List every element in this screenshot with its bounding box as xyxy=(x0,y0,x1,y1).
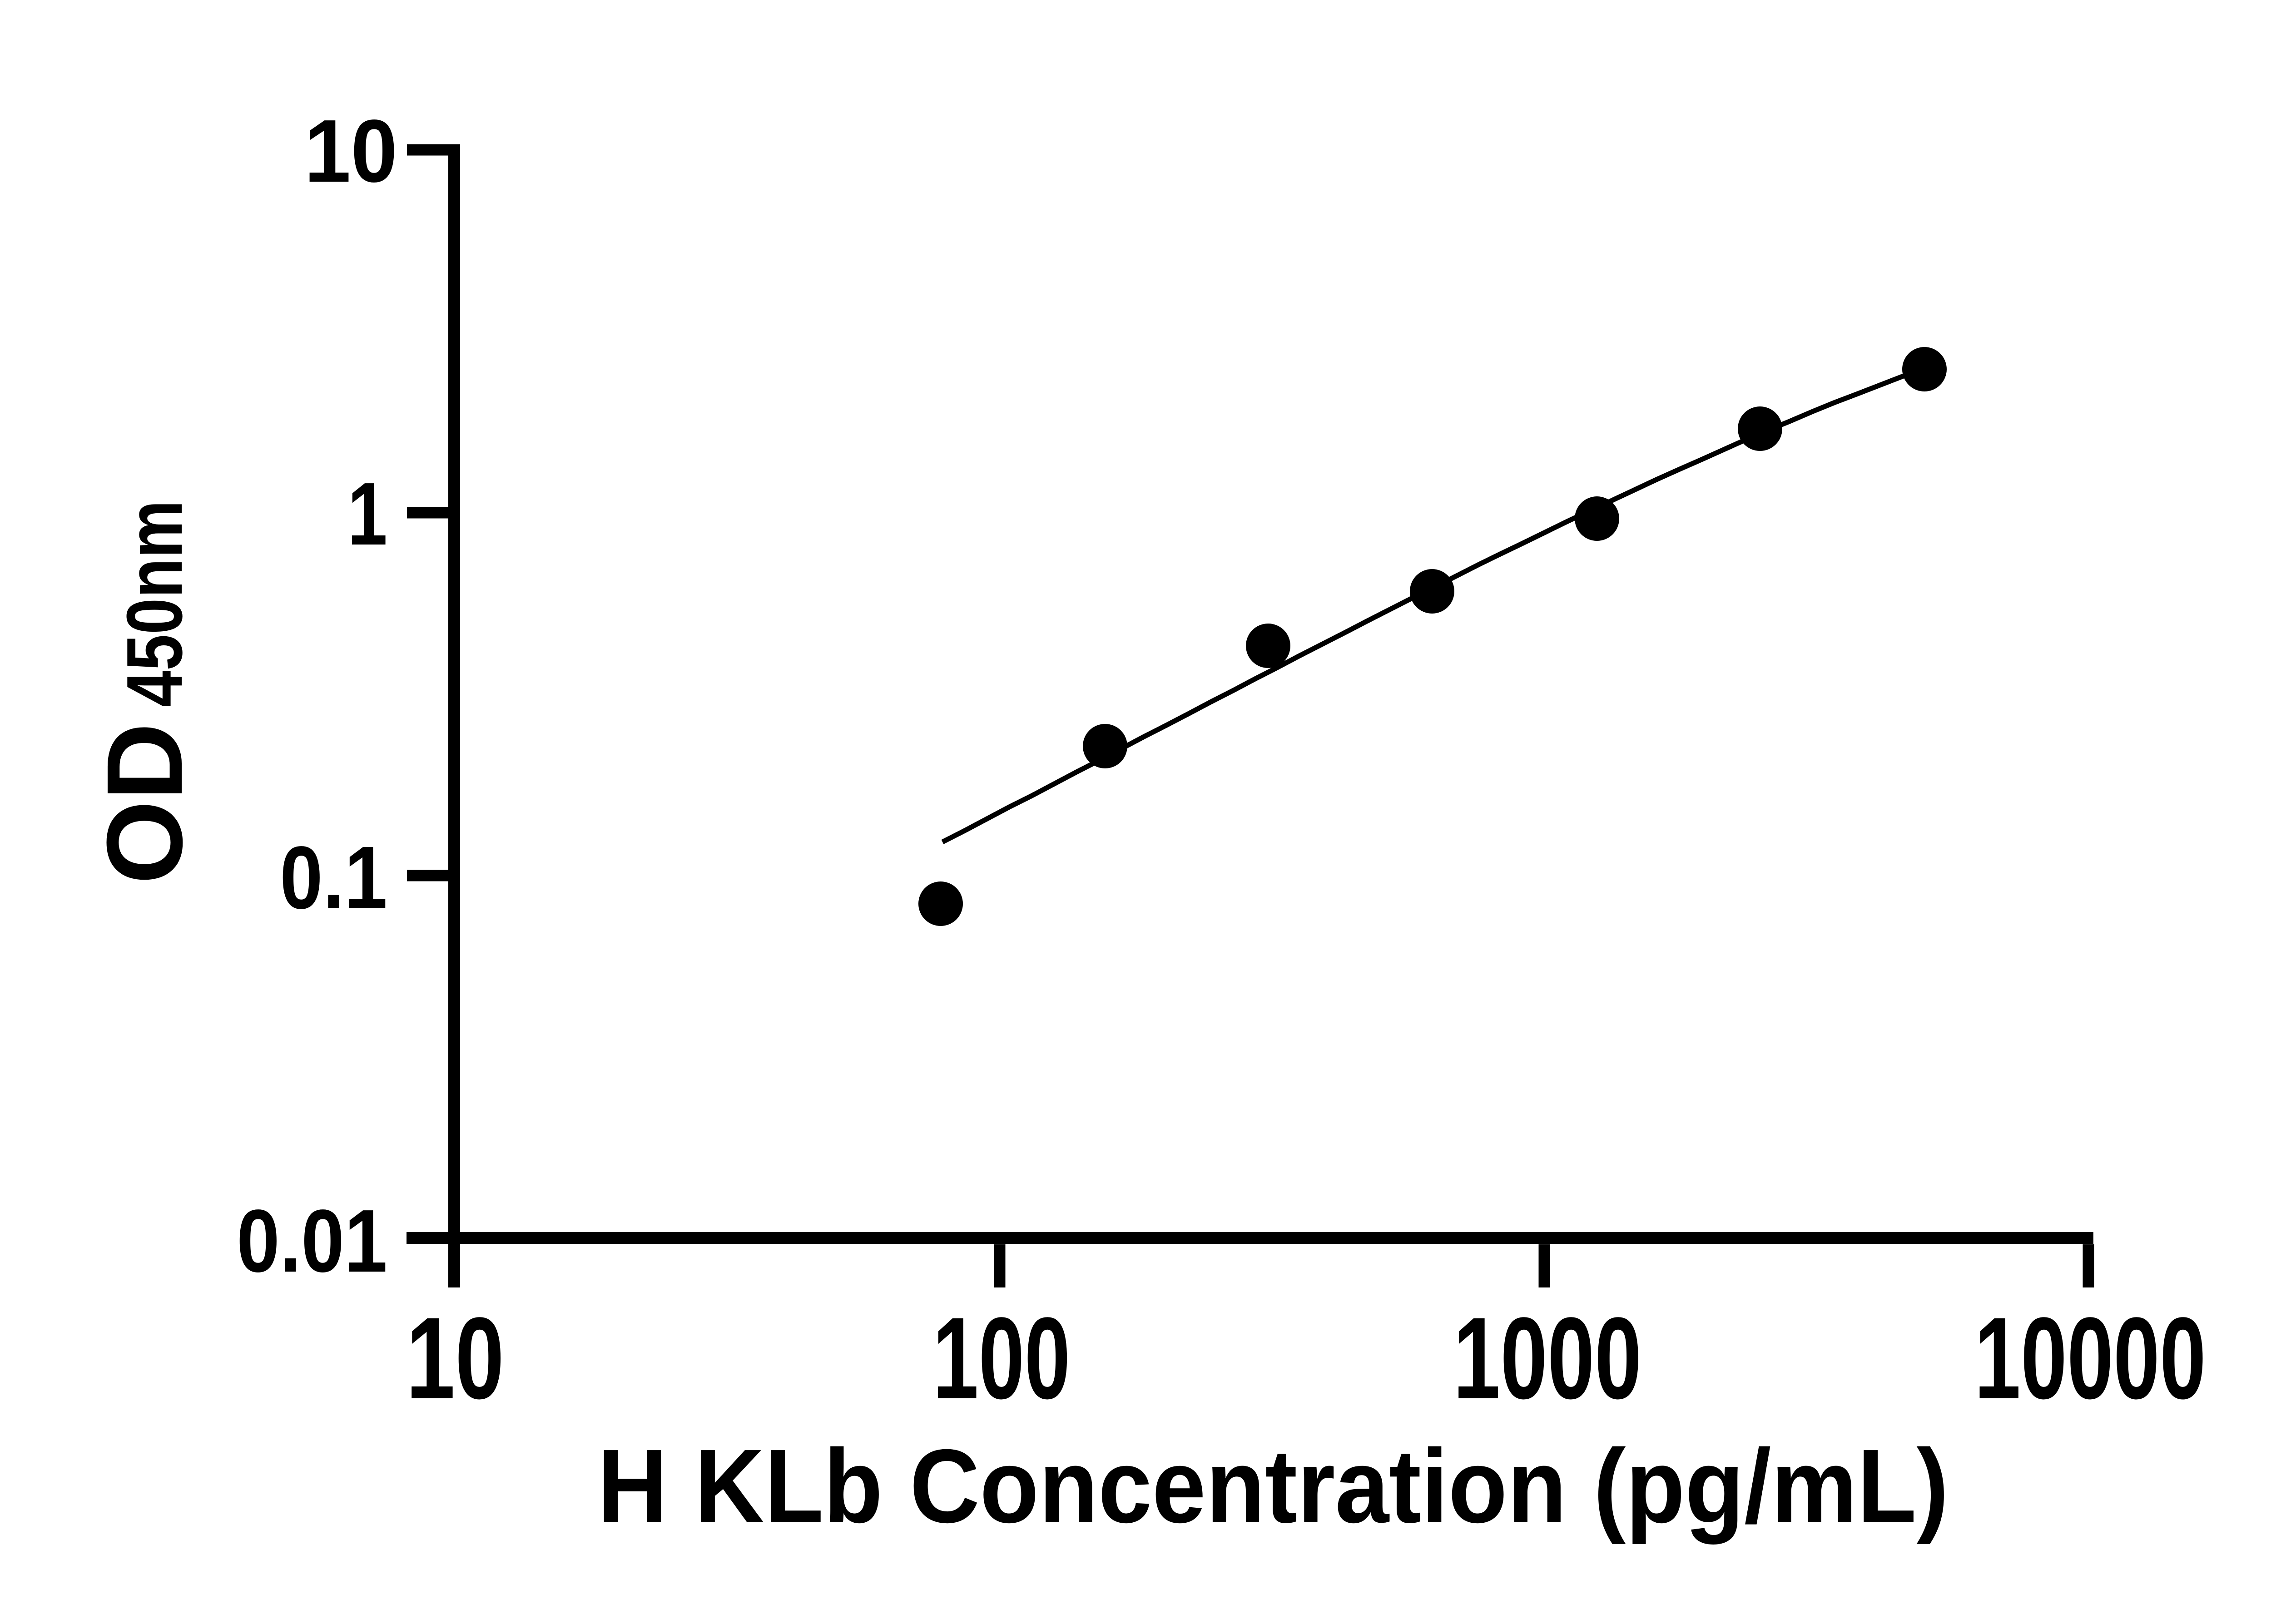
svg-text:1: 1 xyxy=(347,464,387,564)
svg-text:10000: 10000 xyxy=(1974,1293,2206,1423)
svg-text:0.01: 0.01 xyxy=(237,1191,387,1291)
svg-text:1000: 1000 xyxy=(1453,1293,1642,1423)
svg-text:0.1: 0.1 xyxy=(280,828,387,927)
svg-text:H KLb Concentration (pg/mL): H KLb Concentration (pg/mL) xyxy=(598,1427,1949,1545)
svg-text:10: 10 xyxy=(406,1293,504,1423)
svg-text:100: 100 xyxy=(933,1293,1071,1423)
svg-text:10: 10 xyxy=(304,101,397,201)
